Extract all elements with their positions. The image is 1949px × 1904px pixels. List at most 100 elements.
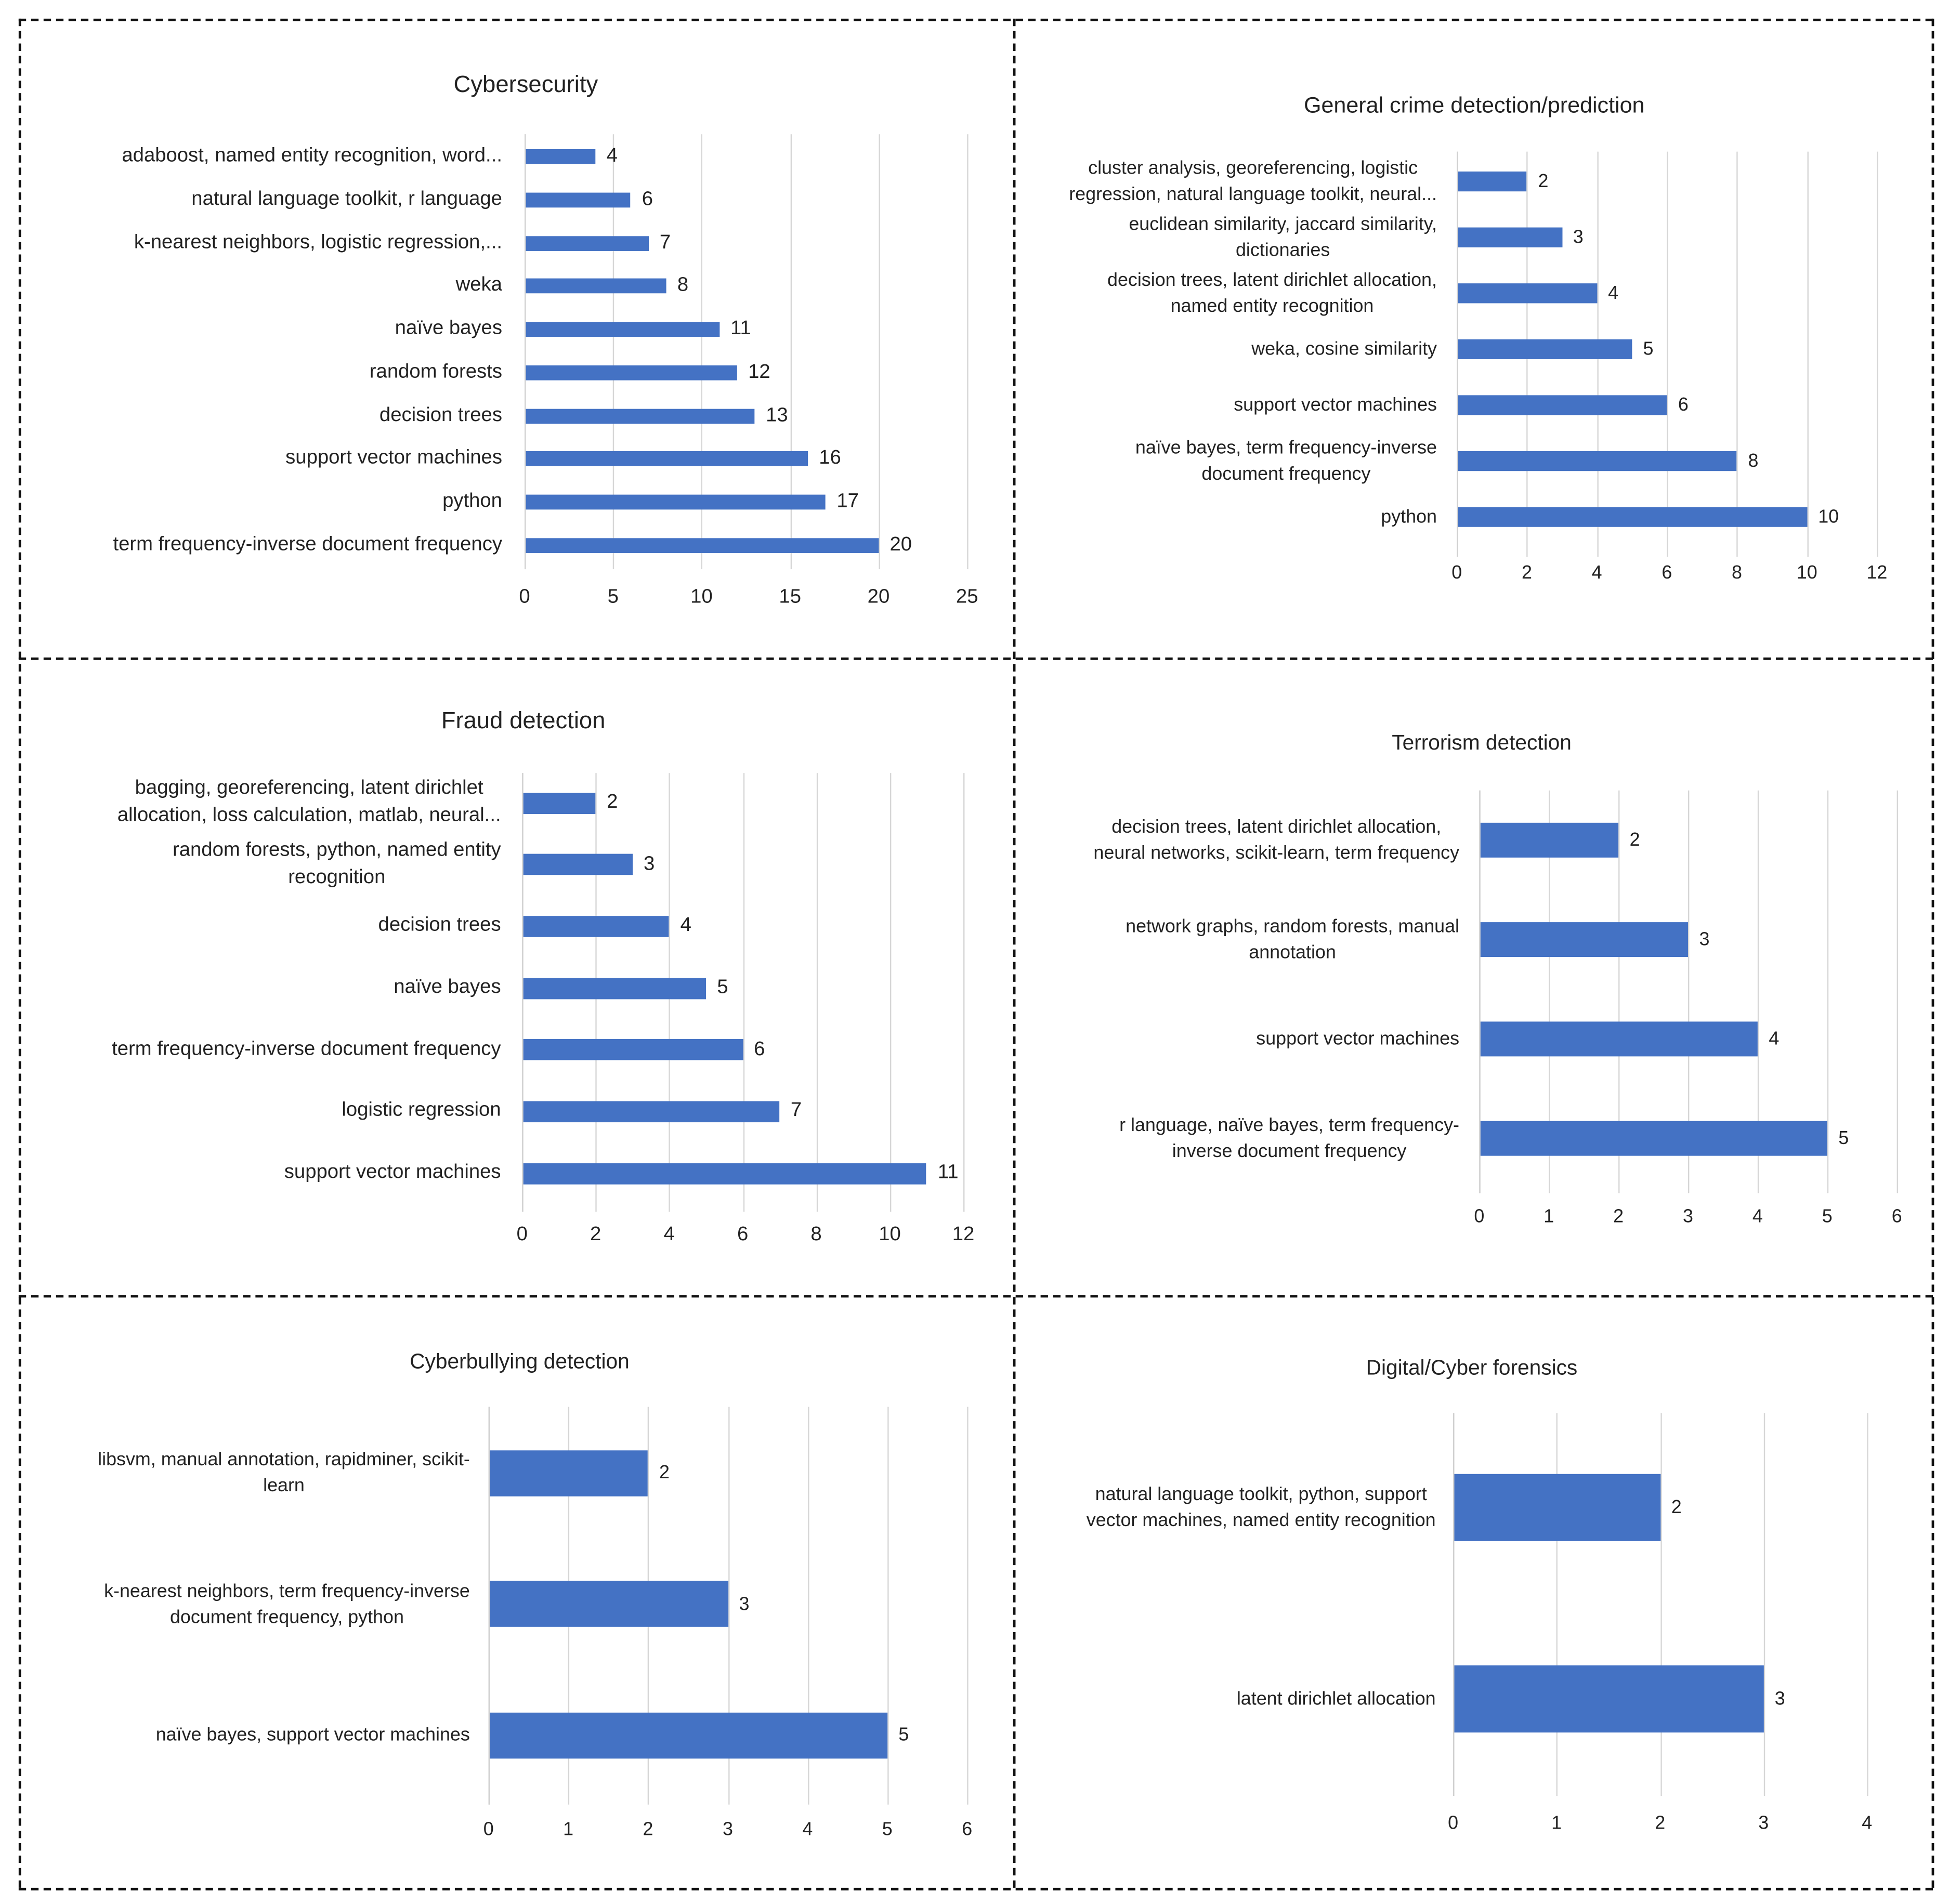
category-label: bagging, georeferencing, latent dirichle… [117, 777, 501, 827]
gridline [1867, 1413, 1868, 1796]
data-label: 2 [1671, 1496, 1682, 1518]
gridline [1660, 1413, 1662, 1796]
x-tick-label: 2 [1655, 1813, 1666, 1834]
gridline [742, 773, 744, 1212]
x-tick-label: 12 [1866, 562, 1888, 584]
bar [526, 149, 596, 164]
bar [1454, 1474, 1660, 1541]
chart-title: Cybersecurity [453, 72, 598, 98]
x-tick-label: 4 [663, 1224, 675, 1245]
bar [523, 977, 706, 999]
data-label: 2 [1538, 170, 1549, 192]
category-label: support vector machines [1256, 1028, 1460, 1050]
gridline [887, 1407, 889, 1805]
data-label: 11 [937, 1162, 959, 1184]
gridline [1827, 790, 1829, 1193]
gridline [669, 773, 671, 1212]
gridline [1667, 151, 1668, 557]
category-label: naïve bayes, support vector machines [155, 1724, 470, 1746]
bar [526, 365, 737, 380]
bar [523, 1162, 927, 1184]
x-tick-label: 8 [1732, 562, 1742, 584]
x-tick-label: 3 [1683, 1206, 1693, 1228]
data-label: 5 [1643, 338, 1654, 360]
data-label: 12 [748, 361, 770, 383]
frame-border-top [18, 18, 1933, 21]
category-label: support vector machines [1234, 395, 1437, 416]
data-label: 17 [836, 491, 859, 513]
x-tick-label: 3 [1758, 1813, 1769, 1834]
chart-title: General crime detection/prediction [1303, 93, 1645, 117]
bar [523, 792, 596, 813]
x-tick-label: 0 [516, 1224, 528, 1245]
x-tick-label: 6 [1891, 1206, 1902, 1228]
data-label: 5 [1838, 1127, 1849, 1149]
gridline [967, 134, 969, 570]
bar [1458, 171, 1527, 192]
bar [1458, 283, 1597, 304]
gridline [522, 773, 524, 1212]
data-label: 10 [1818, 506, 1839, 528]
y-axis-line [525, 134, 526, 570]
bar [1458, 507, 1807, 527]
category-label: naïve bayes [394, 976, 501, 998]
data-label: 3 [739, 1593, 750, 1614]
gridline [1479, 790, 1481, 1193]
gridline [1737, 151, 1738, 557]
category-label: cluster analysis, georeferencing, logist… [1069, 157, 1437, 205]
gridline [1453, 1413, 1455, 1796]
category-label: decision trees, latent dirichlet allocat… [1093, 816, 1460, 864]
category-label: adaboost, named entity recognition, word… [122, 145, 502, 166]
category-label: random forests, python, named entity rec… [173, 839, 501, 888]
data-label: 3 [643, 853, 655, 875]
bar [523, 915, 670, 937]
category-label: libsvm, manual annotation, rapidminer, s… [98, 1449, 470, 1496]
x-tick-label: 2 [1613, 1206, 1624, 1228]
data-label: 11 [730, 318, 751, 340]
x-tick-label: 0 [1451, 562, 1462, 584]
category-label: latent dirichlet allocation [1236, 1688, 1436, 1710]
gridline [816, 773, 818, 1212]
bar [526, 451, 808, 467]
bar [1458, 451, 1737, 471]
x-tick-label: 5 [882, 1819, 893, 1840]
x-tick-label: 1 [1543, 1206, 1554, 1228]
gridline [1618, 790, 1620, 1193]
divider-vertical [1013, 18, 1016, 1888]
bar [526, 408, 755, 424]
x-tick-label: 1 [563, 1819, 574, 1840]
data-label: 4 [1608, 282, 1619, 304]
category-label: k-nearest neighbors, logistic regression… [134, 231, 502, 253]
data-label: 2 [607, 792, 618, 813]
data-label: 7 [790, 1100, 802, 1122]
gridline [648, 1407, 649, 1805]
bar [526, 192, 631, 207]
data-label: 6 [642, 188, 653, 210]
category-label: naïve bayes, term frequency-inverse docu… [1135, 437, 1437, 485]
category-label: decision trees, latent dirichlet allocat… [1107, 269, 1437, 317]
x-tick-label: 6 [737, 1224, 749, 1245]
gridline [790, 134, 792, 570]
bar [1480, 1121, 1827, 1156]
gridline [488, 1407, 490, 1805]
data-label: 3 [1774, 1688, 1785, 1710]
bar [1458, 227, 1562, 247]
x-tick-label: 10 [690, 586, 713, 608]
gridline [727, 1407, 729, 1805]
frame-border-left [18, 18, 21, 1888]
x-tick-label: 0 [1448, 1813, 1459, 1834]
bar [523, 853, 633, 875]
chart-title: Fraud detection [441, 708, 606, 735]
category-label: term frequency-inverse document frequenc… [112, 1038, 501, 1060]
data-label: 13 [766, 404, 788, 426]
data-label: 4 [680, 915, 691, 937]
gridline [878, 134, 880, 570]
gridline [1763, 1413, 1765, 1796]
category-label: support vector machines [284, 1162, 501, 1183]
x-tick-label: 0 [519, 586, 530, 608]
x-tick-label: 10 [879, 1224, 901, 1245]
bar [526, 279, 666, 294]
